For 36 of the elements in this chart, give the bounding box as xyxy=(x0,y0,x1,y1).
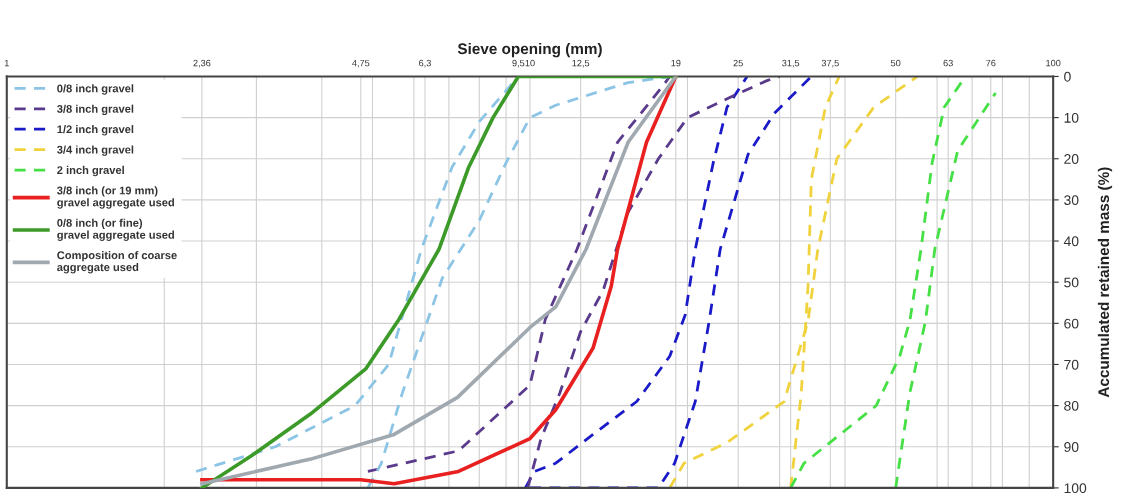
y-tick-label: 30 xyxy=(1064,195,1079,206)
y-tick-label: 80 xyxy=(1064,400,1079,411)
x-tick-label: 25 xyxy=(733,59,743,67)
y-tick-label: 90 xyxy=(1064,442,1079,452)
x-tick-label: 100 xyxy=(1046,59,1061,67)
x-tick-label: 1 xyxy=(4,59,9,67)
legend-label: 0/8 inch (or fine) gravel aggregate used xyxy=(57,218,174,242)
x-tick-label: 50 xyxy=(890,59,901,67)
x-tick-label: 76 xyxy=(986,59,996,67)
legend-label: 2 inch gravel xyxy=(57,165,124,177)
y-tick-label: 40 xyxy=(1063,236,1079,247)
legend-label: 3/8 inch (or 19 mm) gravel aggregate used xyxy=(57,186,174,209)
y-tick-label: 20 xyxy=(1064,154,1079,164)
legend-label: 1/2 inch gravel xyxy=(57,125,134,136)
x-tick-label: 2,36 xyxy=(193,59,211,68)
x-tick-label: 31,5 xyxy=(782,59,800,68)
y-tick-label: 50 xyxy=(1064,277,1079,288)
y-tick-label: 100 xyxy=(1064,483,1087,494)
legend-label: 3/4 inch gravel xyxy=(57,145,134,156)
x-tick-label: 19 xyxy=(671,59,681,67)
y-tick-label: 0 xyxy=(1064,71,1071,82)
x-tick-label: 4,75 xyxy=(352,59,370,68)
x-axis-title: Sieve opening (mm) xyxy=(457,42,602,58)
y-tick-label: 10 xyxy=(1064,112,1079,123)
y-tick-label: 70 xyxy=(1064,359,1079,370)
x-tick-label: 63 xyxy=(943,59,953,67)
x-tick-label: 6,3 xyxy=(419,59,431,68)
y-tick-label: 60 xyxy=(1064,318,1079,329)
legend-label: 3/8 inch gravel xyxy=(57,104,134,116)
x-tick-label: 12,5 xyxy=(572,59,590,68)
y-axis-title: Accumulated retained mass (%) xyxy=(1097,167,1113,398)
x-tick-label: 37,5 xyxy=(821,59,839,68)
legend-label: Composition of coarse aggregate used xyxy=(57,251,177,274)
x-tick-label: 9,5 xyxy=(512,59,525,68)
legend-label: 0/8 inch gravel xyxy=(57,84,134,95)
x-tick-label: 10 xyxy=(525,59,535,67)
